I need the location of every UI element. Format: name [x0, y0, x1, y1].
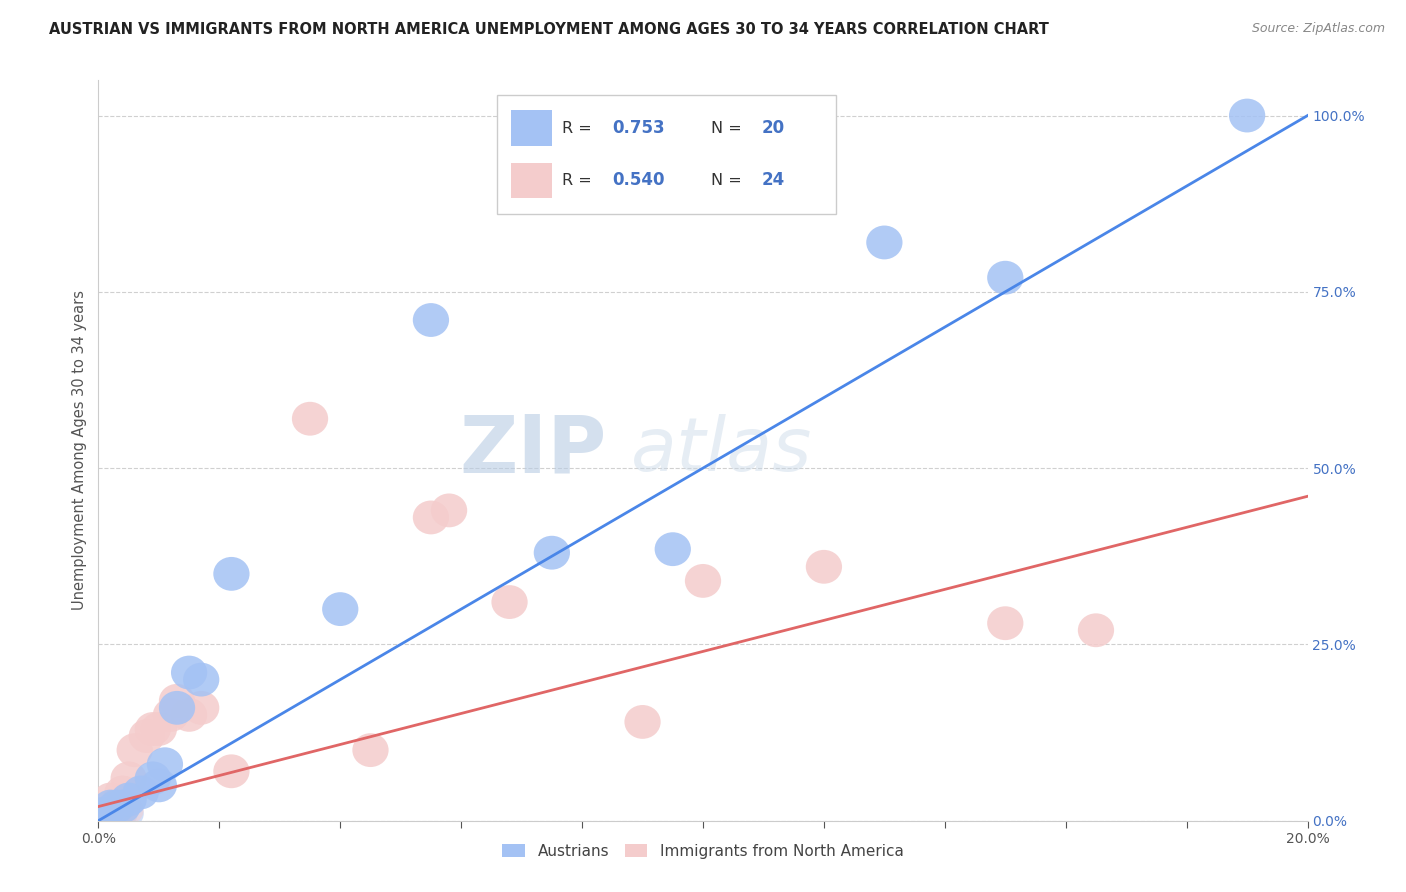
Ellipse shape	[413, 500, 449, 534]
Ellipse shape	[172, 698, 207, 731]
Ellipse shape	[135, 712, 172, 746]
Ellipse shape	[806, 549, 842, 583]
Ellipse shape	[86, 797, 122, 830]
Ellipse shape	[101, 799, 132, 828]
Text: Source: ZipAtlas.com: Source: ZipAtlas.com	[1251, 22, 1385, 36]
Ellipse shape	[534, 536, 569, 570]
Ellipse shape	[987, 607, 1024, 640]
Ellipse shape	[322, 592, 359, 626]
Ellipse shape	[90, 799, 120, 828]
Ellipse shape	[107, 799, 138, 828]
Ellipse shape	[96, 799, 125, 828]
Ellipse shape	[353, 733, 388, 767]
Ellipse shape	[93, 789, 129, 823]
Ellipse shape	[111, 762, 146, 796]
Ellipse shape	[141, 769, 177, 802]
Ellipse shape	[214, 755, 250, 789]
Ellipse shape	[86, 797, 122, 830]
Ellipse shape	[146, 747, 183, 781]
Ellipse shape	[172, 656, 207, 690]
Ellipse shape	[101, 796, 132, 824]
Ellipse shape	[93, 782, 129, 816]
Ellipse shape	[655, 533, 690, 566]
Ellipse shape	[111, 782, 146, 816]
Ellipse shape	[214, 557, 250, 591]
Ellipse shape	[183, 663, 219, 697]
Ellipse shape	[98, 789, 135, 823]
Ellipse shape	[96, 796, 125, 824]
Ellipse shape	[159, 691, 195, 724]
Ellipse shape	[104, 789, 141, 823]
Ellipse shape	[141, 712, 177, 746]
Y-axis label: Unemployment Among Ages 30 to 34 years: Unemployment Among Ages 30 to 34 years	[72, 291, 87, 610]
Ellipse shape	[492, 585, 527, 619]
Ellipse shape	[624, 705, 661, 739]
Ellipse shape	[866, 226, 903, 260]
Ellipse shape	[413, 303, 449, 337]
Legend: Austrians, Immigrants from North America: Austrians, Immigrants from North America	[496, 838, 910, 865]
Ellipse shape	[292, 401, 328, 435]
Ellipse shape	[117, 733, 153, 767]
Ellipse shape	[153, 698, 190, 731]
Text: AUSTRIAN VS IMMIGRANTS FROM NORTH AMERICA UNEMPLOYMENT AMONG AGES 30 TO 34 YEARS: AUSTRIAN VS IMMIGRANTS FROM NORTH AMERIC…	[49, 22, 1049, 37]
Ellipse shape	[987, 260, 1024, 294]
Ellipse shape	[1078, 614, 1114, 648]
Ellipse shape	[122, 775, 159, 809]
Ellipse shape	[98, 789, 135, 823]
Ellipse shape	[107, 796, 138, 824]
Text: atlas: atlas	[630, 415, 811, 486]
Ellipse shape	[104, 775, 141, 809]
Ellipse shape	[183, 691, 219, 724]
Ellipse shape	[114, 796, 143, 824]
Ellipse shape	[432, 493, 467, 527]
Text: ZIP: ZIP	[458, 411, 606, 490]
Ellipse shape	[135, 762, 172, 796]
Ellipse shape	[685, 564, 721, 598]
Ellipse shape	[90, 796, 120, 824]
Ellipse shape	[129, 719, 165, 753]
Ellipse shape	[1229, 99, 1265, 132]
Ellipse shape	[159, 684, 195, 718]
Ellipse shape	[114, 799, 143, 828]
